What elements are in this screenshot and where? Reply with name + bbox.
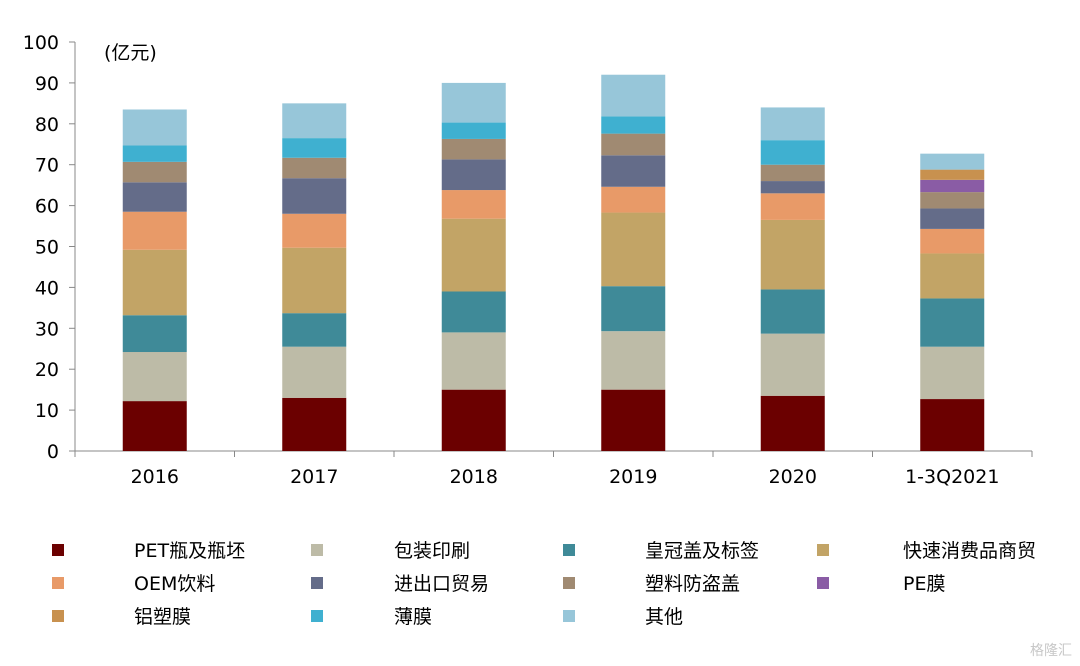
legend-swatch [563,544,575,556]
legend-label: PE膜 [903,573,945,595]
bar-segment [282,213,347,248]
legend-label: 进出口贸易 [394,573,489,595]
bar-segment [122,161,187,183]
y-tick-label: 0 [47,441,59,463]
bar-segment [441,138,506,160]
legend-swatch [563,577,575,589]
legend-label: 其他 [645,606,683,628]
bar-segment [760,219,825,290]
bar-segment [920,228,985,254]
y-tick-label: 100 [23,32,59,54]
legend-label: 皇冠盖及标签 [645,540,759,562]
x-tick-label: 2016 [131,466,179,488]
bar-segment [760,164,825,182]
bar-segment [601,133,666,156]
legend-swatch [52,610,64,622]
legend-label: 包装印刷 [394,540,470,562]
legend-label: 薄膜 [394,606,432,628]
plot-area: 0 10 20 30 40 50 60 70 80 90 100 2016 2017 2018 2019 20… [23,32,1033,488]
legend: PET瓶及瓶坯 包装印刷 皇冠盖及标签 快速消费品商贸 OEM饮料 进出口贸易 塑料防盗盖 P… [52,540,1036,628]
y-tick-label: 90 [35,73,59,95]
bar-segment [601,116,666,134]
bar-segment [920,399,985,451]
bar-segment [122,352,187,402]
legend-label: OEM饮料 [134,573,215,595]
bar-segment [760,107,825,141]
bar-segment [441,332,506,390]
bar-segment [441,82,506,123]
y-tick-label: 80 [35,114,59,136]
x-tick-label: 1-3Q2021 [905,466,999,488]
bar-segment [760,140,825,165]
bar-segment [760,289,825,334]
y-tick-label: 10 [35,400,59,422]
bar-segment [282,103,347,139]
bar-segment [122,401,187,451]
bar-segment [920,298,985,347]
bar-segment [920,253,985,299]
bar-segment [601,389,666,451]
bar-segment [122,315,187,353]
x-tick-label: 2020 [769,466,817,488]
bar-segment [920,208,985,229]
bar-segment [282,313,347,347]
bar-segment [282,397,347,451]
x-tick-label: 2019 [609,466,657,488]
bar-segment [441,389,506,451]
bar-segment [122,249,187,316]
bar-segment [282,178,347,214]
bar-segment [282,346,347,398]
legend-swatch [52,577,64,589]
bar-segment [920,192,985,209]
legend-swatch [52,544,64,556]
bar-segment [601,331,666,390]
bar-segment [282,157,347,179]
y-unit-label: (亿元) [104,42,157,64]
bar-segment [760,193,825,220]
bar-segment [760,181,825,194]
legend-swatch [817,577,829,589]
y-tick-label: 30 [35,318,59,340]
watermark: 格隆汇 [1030,643,1072,659]
legend-label: 塑料防盗盖 [645,573,740,595]
bar-segment [282,247,347,314]
bar-segment [760,333,825,396]
bar-segment [920,179,985,193]
bar-segment [441,218,506,292]
bar-segment [122,109,187,146]
bar-segment [441,122,506,139]
bar-segment [601,155,666,187]
x-tick-label: 2017 [290,466,338,488]
bar-segment [760,395,825,451]
y-tick-label: 40 [35,277,59,299]
legend-label: PET瓶及瓶坯 [134,540,245,562]
bar-segment [122,145,187,162]
bar-segment [122,211,187,250]
bar-segment [441,159,506,191]
x-tick-label: 2018 [450,466,498,488]
bar-segment [601,286,666,332]
legend-swatch [563,610,575,622]
y-tick-label: 20 [35,359,59,381]
y-tick-label: 70 [35,155,59,177]
bar-segment [601,74,666,117]
bar-segment [920,169,985,180]
legend-swatch [817,544,829,556]
bar-segment [122,182,187,212]
legend-label: 铝塑膜 [134,606,191,628]
bar-segment [601,186,666,213]
legend-swatch [311,577,323,589]
bar-segment [920,346,985,400]
legend-swatch [311,610,323,622]
bar-segment [920,153,985,170]
bar-segment [601,212,666,287]
bar-segment [441,190,506,219]
bar-segment [282,138,347,158]
legend-swatch [311,544,323,556]
y-tick-label: 50 [35,237,59,259]
legend-label: 快速消费品商贸 [903,540,1036,562]
bar-segment [441,291,506,333]
y-tick-label: 60 [35,196,59,218]
